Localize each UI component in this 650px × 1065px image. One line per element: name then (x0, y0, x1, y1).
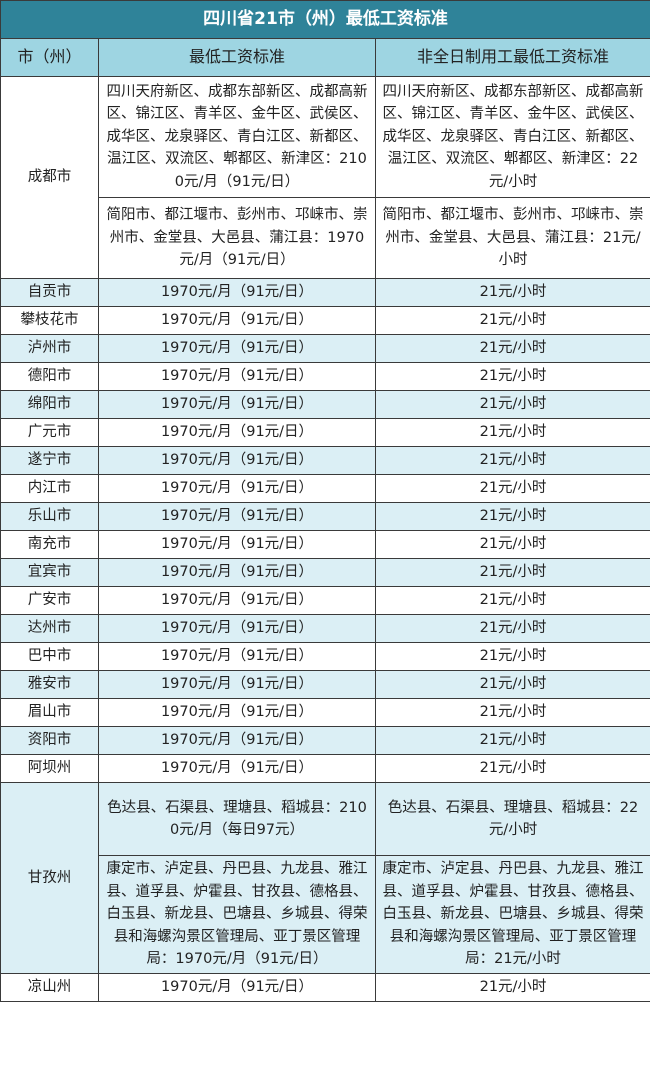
table-row: 南充市 1970元/月（91元/日） 21元/小时 (0, 530, 650, 559)
hourly-cell: 21元/小时 (374, 418, 650, 447)
city-cell: 阿坝州 (0, 754, 99, 783)
monthly-cell: 1970元/月（91元/日） (98, 972, 376, 1002)
table-row: 达州市 1970元/月（91元/日） 21元/小时 (0, 614, 650, 643)
monthly-cell: 色达县、石渠县、理塘县、稻城县：2100元/月（每日97元） (98, 782, 376, 856)
city-cell: 宜宾市 (0, 558, 99, 587)
hourly-cell: 21元/小时 (374, 614, 650, 643)
table-row: 凉山州 1970元/月（91元/日） 21元/小时 (0, 972, 650, 1002)
hourly-cell: 21元/小时 (374, 278, 650, 307)
hourly-cell: 21元/小时 (374, 306, 650, 335)
hourly-cell: 21元/小时 (374, 754, 650, 783)
table-row: 雅安市 1970元/月（91元/日） 21元/小时 (0, 670, 650, 699)
city-cell: 甘孜州 (0, 782, 99, 974)
monthly-cell: 1970元/月（91元/日） (98, 334, 376, 363)
city-cell: 绵阳市 (0, 390, 99, 419)
city-cell: 攀枝花市 (0, 306, 99, 335)
monthly-cell: 1970元/月（91元/日） (98, 530, 376, 559)
hourly-cell: 21元/小时 (374, 502, 650, 531)
monthly-cell: 1970元/月（91元/日） (98, 754, 376, 783)
table-row: 自贡市 1970元/月（91元/日） 21元/小时 (0, 278, 650, 307)
city-cell: 眉山市 (0, 698, 99, 727)
header-hourly: 非全日制用工最低工资标准 (374, 38, 650, 77)
hourly-cell: 21元/小时 (374, 642, 650, 671)
table-row: 泸州市 1970元/月（91元/日） 21元/小时 (0, 334, 650, 363)
city-cell: 德阳市 (0, 362, 99, 391)
monthly-cell: 1970元/月（91元/日） (98, 306, 376, 335)
hourly-cell: 色达县、石渠县、理塘县、稻城县：22元/小时 (374, 782, 650, 856)
hourly-cell: 四川天府新区、成都东部新区、成都高新区、锦江区、青羊区、金牛区、武侯区、成华区、… (374, 76, 650, 198)
table-row: 巴中市 1970元/月（91元/日） 21元/小时 (0, 642, 650, 671)
monthly-cell: 1970元/月（91元/日） (98, 418, 376, 447)
table-row: 内江市 1970元/月（91元/日） 21元/小时 (0, 474, 650, 503)
header-monthly: 最低工资标准 (98, 38, 376, 77)
monthly-cell: 1970元/月（91元/日） (98, 502, 376, 531)
hourly-cell: 21元/小时 (374, 972, 650, 1002)
monthly-cell: 四川天府新区、成都东部新区、成都高新区、锦江区、青羊区、金牛区、武侯区、成华区、… (98, 76, 376, 198)
hourly-cell: 康定市、泸定县、丹巴县、九龙县、雅江县、道孚县、炉霍县、甘孜县、德格县、白玉县、… (374, 855, 650, 974)
table-row: 绵阳市 1970元/月（91元/日） 21元/小时 (0, 390, 650, 419)
monthly-cell: 1970元/月（91元/日） (98, 698, 376, 727)
monthly-cell: 1970元/月（91元/日） (98, 474, 376, 503)
hourly-cell: 21元/小时 (374, 390, 650, 419)
monthly-cell: 1970元/月（91元/日） (98, 390, 376, 419)
monthly-cell: 1970元/月（91元/日） (98, 670, 376, 699)
hourly-cell: 21元/小时 (374, 530, 650, 559)
table-row: 广元市 1970元/月（91元/日） 21元/小时 (0, 418, 650, 447)
header-row: 市（州） 最低工资标准 非全日制用工最低工资标准 (0, 38, 650, 77)
table-row: 攀枝花市 1970元/月（91元/日） 21元/小时 (0, 306, 650, 335)
city-cell: 广安市 (0, 586, 99, 615)
city-cell: 巴中市 (0, 642, 99, 671)
table-row: 广安市 1970元/月（91元/日） 21元/小时 (0, 586, 650, 615)
city-cell: 遂宁市 (0, 446, 99, 475)
table-row: 遂宁市 1970元/月（91元/日） 21元/小时 (0, 446, 650, 475)
table-row: 德阳市 1970元/月（91元/日） 21元/小时 (0, 362, 650, 391)
city-cell: 内江市 (0, 474, 99, 503)
wage-table: 四川省21市（州）最低工资标准 市（州） 最低工资标准 非全日制用工最低工资标准… (0, 0, 650, 1002)
table-row: 康定市、泸定县、丹巴县、九龙县、雅江县、道孚县、炉霍县、甘孜县、德格县、白玉县、… (0, 855, 650, 974)
city-cell: 广元市 (0, 418, 99, 447)
city-cell: 资阳市 (0, 726, 99, 755)
table-row: 宜宾市 1970元/月（91元/日） 21元/小时 (0, 558, 650, 587)
header-city: 市（州） (0, 38, 99, 77)
monthly-cell: 1970元/月（91元/日） (98, 642, 376, 671)
hourly-cell: 简阳市、都江堰市、彭州市、邛崃市、崇州市、金堂县、大邑县、蒲江县：21元/小时 (374, 197, 650, 279)
monthly-cell: 1970元/月（91元/日） (98, 362, 376, 391)
hourly-cell: 21元/小时 (374, 334, 650, 363)
monthly-cell: 1970元/月（91元/日） (98, 446, 376, 475)
table-row: 阿坝州 1970元/月（91元/日） 21元/小时 (0, 754, 650, 783)
city-cell: 泸州市 (0, 334, 99, 363)
city-cell: 南充市 (0, 530, 99, 559)
city-cell: 成都市 (0, 76, 99, 279)
table-row: 乐山市 1970元/月（91元/日） 21元/小时 (0, 502, 650, 531)
monthly-cell: 康定市、泸定县、丹巴县、九龙县、雅江县、道孚县、炉霍县、甘孜县、德格县、白玉县、… (98, 855, 376, 974)
monthly-cell: 1970元/月（91元/日） (98, 614, 376, 643)
hourly-cell: 21元/小时 (374, 726, 650, 755)
hourly-cell: 21元/小时 (374, 670, 650, 699)
monthly-cell: 简阳市、都江堰市、彭州市、邛崃市、崇州市、金堂县、大邑县、蒲江县：1970元/月… (98, 197, 376, 279)
hourly-cell: 21元/小时 (374, 474, 650, 503)
hourly-cell: 21元/小时 (374, 558, 650, 587)
city-cell: 达州市 (0, 614, 99, 643)
monthly-cell: 1970元/月（91元/日） (98, 586, 376, 615)
hourly-cell: 21元/小时 (374, 362, 650, 391)
city-cell: 自贡市 (0, 278, 99, 307)
table-row: 资阳市 1970元/月（91元/日） 21元/小时 (0, 726, 650, 755)
table-row: 简阳市、都江堰市、彭州市、邛崃市、崇州市、金堂县、大邑县、蒲江县：1970元/月… (1, 197, 650, 279)
monthly-cell: 1970元/月（91元/日） (98, 726, 376, 755)
monthly-cell: 1970元/月（91元/日） (98, 558, 376, 587)
table-row: 成都市 四川天府新区、成都东部新区、成都高新区、锦江区、青羊区、金牛区、武侯区、… (0, 76, 650, 279)
hourly-cell: 21元/小时 (374, 698, 650, 727)
table-title: 四川省21市（州）最低工资标准 (0, 0, 650, 39)
table-row: 甘孜州 色达县、石渠县、理塘县、稻城县：2100元/月（每日97元） 色达县、石… (0, 782, 650, 974)
hourly-cell: 21元/小时 (374, 586, 650, 615)
city-cell: 乐山市 (0, 502, 99, 531)
monthly-cell: 1970元/月（91元/日） (98, 278, 376, 307)
city-cell: 雅安市 (0, 670, 99, 699)
hourly-cell: 21元/小时 (374, 446, 650, 475)
table-row: 眉山市 1970元/月（91元/日） 21元/小时 (0, 698, 650, 727)
city-cell: 凉山州 (0, 972, 99, 1002)
